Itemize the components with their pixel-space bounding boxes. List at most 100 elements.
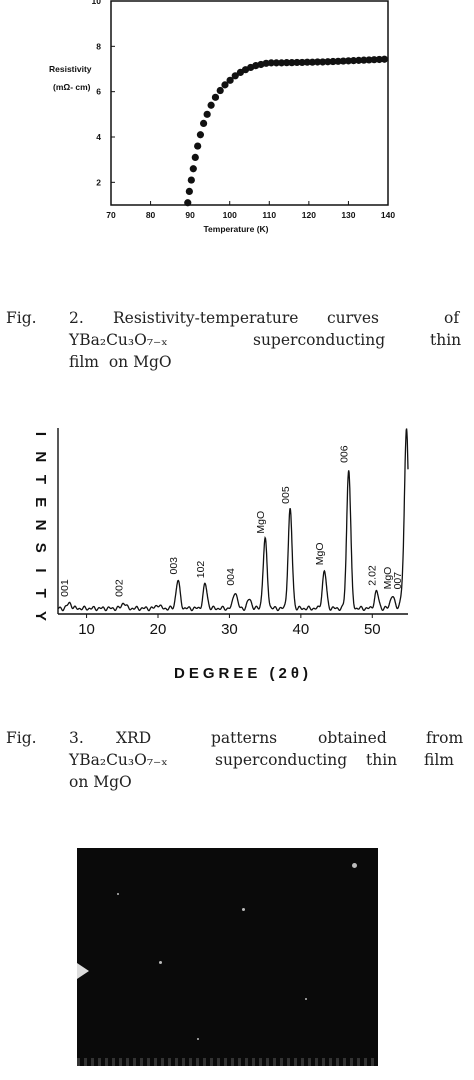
xrd-ylabel-letter: Y xyxy=(32,611,49,621)
resistivity-point xyxy=(267,59,275,67)
xrd-xlabel: DEGREE (2θ) xyxy=(174,665,312,682)
xrd-peak-label: MgO xyxy=(255,511,267,534)
resistivity-point xyxy=(226,76,234,84)
xrd-ylabel-letter: E xyxy=(32,497,49,507)
resistivity-point xyxy=(185,187,193,195)
figure3-caption-word: obtained xyxy=(318,729,387,747)
figure2-caption-formula: YBa₂Cu₃O₇₋ₓ xyxy=(69,331,168,349)
figure3-caption-word: thin xyxy=(366,751,398,769)
resistivity-point xyxy=(324,58,332,66)
film-micrograph-photo xyxy=(77,848,378,1066)
resistivity-point xyxy=(349,57,358,65)
resistivity-point xyxy=(194,142,202,150)
figure3-caption-number: 3. xyxy=(69,729,84,747)
xrd-peak-label: MgO xyxy=(314,542,326,565)
figure2-caption-line3: film on MgO xyxy=(69,353,172,371)
figure2-caption-word: superconducting xyxy=(253,331,386,349)
figure3-caption-word: XRD xyxy=(116,729,152,747)
resistivity-point xyxy=(277,59,286,67)
resistivity-xtick-label: 120 xyxy=(302,210,316,220)
resistivity-xtick-label: 90 xyxy=(185,210,195,220)
resistivity-ylabel-line2: (mΩ- cm) xyxy=(53,82,91,92)
figure2-caption-word: thin xyxy=(430,331,462,349)
figure2-caption: Fig. 2. Resistivity-temperature curves o… xyxy=(0,307,474,377)
xrd-peak-label: 004 xyxy=(225,568,237,586)
figure3-caption-word: superconducting xyxy=(215,751,348,769)
resistivity-xtick-label: 130 xyxy=(341,210,355,220)
resistivity-ytick-label: 6 xyxy=(96,87,101,97)
xrd-xtick-label: 20 xyxy=(150,621,167,638)
resistivity-point xyxy=(231,72,239,80)
figure3-caption-formula: YBa₂Cu₃O₇₋ₓ xyxy=(69,751,168,769)
resistivity-point xyxy=(221,81,229,89)
resistivity-point xyxy=(380,55,389,63)
resistivity-xtick-label: 110 xyxy=(262,210,276,220)
figure2-caption-number: 2. xyxy=(69,309,84,327)
resistivity-ytick-label: 8 xyxy=(96,41,101,51)
resistivity-point xyxy=(191,153,199,161)
resistivity-point xyxy=(272,59,281,67)
figure3-caption-line3: on MgO xyxy=(69,773,132,791)
resistivity-point xyxy=(283,59,291,67)
figure3-caption-word: film xyxy=(424,751,454,769)
resistivity-ytick-label: 10 xyxy=(92,0,102,6)
xrd-ylabel-letter: T xyxy=(32,589,49,598)
resistivity-point xyxy=(355,56,363,64)
resistivity-chart: 2 4 6 8 10 70 80 90 100 110 120 130 140 Resistivity… xyxy=(49,0,395,234)
resistivity-point xyxy=(196,131,205,139)
resistivity-point xyxy=(313,58,322,66)
figure2-caption-word: Resistivity-temperature xyxy=(113,309,299,327)
resistivity-point xyxy=(344,57,353,65)
resistivity-point xyxy=(360,56,368,64)
xrd-peak-label: 006 xyxy=(338,445,350,463)
xrd-ylabel-letter: S xyxy=(32,543,49,553)
resistivity-point xyxy=(375,55,383,64)
xrd-peak-label: 007 xyxy=(392,572,404,590)
resistivity-point xyxy=(329,57,337,66)
resistivity-point xyxy=(308,58,317,66)
resistivity-ylabel-line1: Resistivity xyxy=(49,64,92,74)
resistivity-point xyxy=(370,56,378,64)
xrd-chart: 10 20 30 40 50 001 002 003 102 004 MgO 005 MgO 006 2.… xyxy=(32,428,409,682)
resistivity-xtick-label: 140 xyxy=(381,210,395,220)
xrd-xtick-label: 40 xyxy=(293,621,310,638)
xrd-xtick-label: 10 xyxy=(78,621,95,638)
xrd-peak-label: 102 xyxy=(195,561,207,579)
xrd-peak-label: 005 xyxy=(280,486,292,504)
xrd-ylabel-letter: N xyxy=(32,520,49,531)
xrd-peak-label: 2.02 xyxy=(366,565,378,586)
resistivity-point xyxy=(339,57,347,65)
xrd-xtick-label: 30 xyxy=(221,621,238,638)
resistivity-ytick-label: 4 xyxy=(96,132,101,142)
resistivity-point xyxy=(199,119,208,127)
resistivity-xlabel: Temperature (K) xyxy=(203,224,268,234)
resistivity-point xyxy=(334,57,342,65)
xrd-ylabel-letter: I xyxy=(32,568,49,572)
resistivity-point xyxy=(303,58,311,66)
xrd-peak-label: MgO xyxy=(382,567,394,590)
resistivity-point xyxy=(211,93,220,101)
resistivity-plot-frame xyxy=(110,0,389,206)
resistivity-point xyxy=(298,58,306,67)
resistivity-point xyxy=(207,101,215,109)
figure3-caption-word: patterns xyxy=(211,729,278,747)
resistivity-point xyxy=(216,86,224,95)
resistivity-point xyxy=(293,58,301,67)
xrd-peak-label: 001 xyxy=(59,579,71,597)
resistivity-point xyxy=(288,59,296,67)
xrd-ylabel-letter: I xyxy=(32,432,49,436)
resistivity-point xyxy=(203,110,211,118)
figure2-caption-label: Fig. xyxy=(6,309,37,327)
xrd-trace xyxy=(57,428,409,612)
figure2-caption-word: curves xyxy=(327,309,379,327)
resistivity-point xyxy=(365,56,373,64)
xrd-ylabel-letter: N xyxy=(32,451,49,462)
resistivity-xtick-label: 70 xyxy=(106,210,116,220)
resistivity-xtick-label: 80 xyxy=(146,210,156,220)
xrd-ylabel-letter: T xyxy=(32,475,49,484)
xrd-peak-label: 002 xyxy=(113,579,125,597)
resistivity-xtick-label: 100 xyxy=(223,210,237,220)
xrd-xtick-label: 50 xyxy=(364,621,381,638)
resistivity-point xyxy=(189,165,197,173)
resistivity-ytick-label: 2 xyxy=(96,177,101,187)
